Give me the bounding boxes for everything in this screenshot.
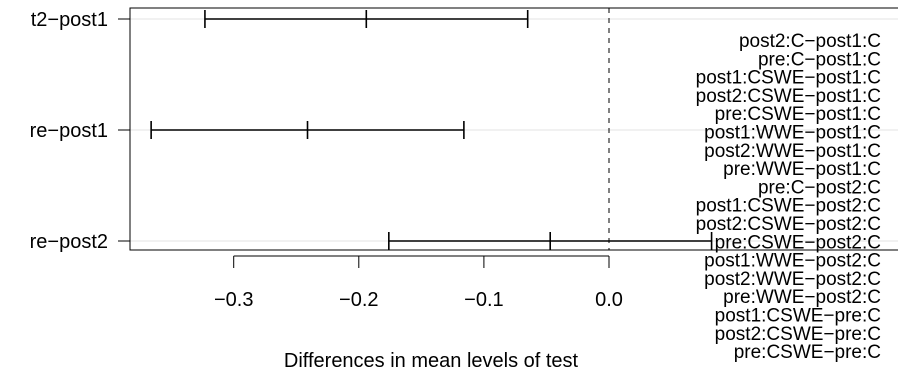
overlay-label: post2:CSWE−post2:C <box>696 214 881 235</box>
y-axis: t2−post1 re−post1 re−post2 <box>30 9 130 253</box>
overlay-label: post1:WWE−post1:C <box>704 123 881 144</box>
y-tick-label: re−post1 <box>30 120 108 142</box>
overlay-label: post2:CSWE−pre:C <box>715 324 881 345</box>
plot-frame <box>129 7 898 251</box>
overlay-label: post1:WWE−post2:C <box>704 251 881 272</box>
interval-2 <box>150 121 465 139</box>
overlay-label: post2:C−post1:C <box>739 31 881 52</box>
overlay-label: pre:CSWE−post2:C <box>715 232 881 253</box>
overlay-label: post1:CSWE−pre:C <box>715 306 881 327</box>
x-axis-title: Differences in mean levels of test <box>284 350 579 372</box>
overlay-label: pre:CSWE−pre:C <box>734 342 881 363</box>
overlay-label: pre:CSWE−post1:C <box>715 104 881 125</box>
overlay-label: pre:WWE−post1:C <box>723 159 881 180</box>
interval-1 <box>204 10 529 28</box>
y-tick-label: re−post2 <box>30 231 108 253</box>
x-tick-label: −0.1 <box>464 289 503 311</box>
x-tick-label: 0.0 <box>595 289 623 311</box>
y-tick-label: t2−post1 <box>31 9 108 31</box>
overlay-label: post2:WWE−post1:C <box>704 141 881 162</box>
overlay-label: pre:C−post2:C <box>758 177 881 198</box>
x-tick-label: −0.2 <box>339 289 378 311</box>
overlay-label: post2:WWE−post2:C <box>704 269 881 290</box>
overlay-label: pre:C−post1:C <box>758 49 881 70</box>
overlay-label: post1:CSWE−post1:C <box>696 68 881 89</box>
x-tick-label: −0.3 <box>214 289 253 311</box>
overlay-comparison-labels: post2:C−post1:Cpre:C−post1:Cpost1:CSWE−p… <box>696 31 881 363</box>
overlay-label: pre:WWE−post2:C <box>723 287 881 308</box>
x-axis: −0.3 −0.2 −0.1 0.0 <box>214 255 623 311</box>
interval-3 <box>388 232 713 250</box>
confidence-intervals <box>150 10 713 250</box>
overlay-label: post2:CSWE−post1:C <box>696 86 881 107</box>
overlay-label: post1:CSWE−post2:C <box>696 196 881 217</box>
